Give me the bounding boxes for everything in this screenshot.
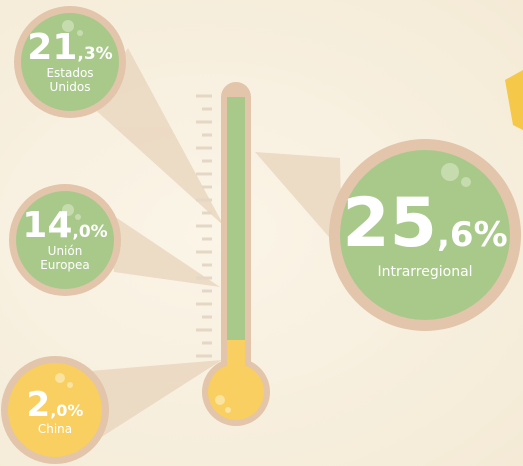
value-fraction: ,0% [50,400,84,420]
ticks [196,94,212,358]
bubble: 2,0% China [9,374,101,450]
value-whole: 21 [27,26,78,68]
value: 21,3% [27,26,113,68]
value: 14,0% [22,204,108,246]
value-whole: 25 [342,183,437,263]
value-whole: 2 [26,384,51,425]
corner-shape [505,70,523,130]
cones [78,48,342,438]
label: Intrarregional [377,263,473,280]
bubbles [1,6,521,464]
value-fraction: ,3% [77,43,113,64]
label: Estados Unidos [46,65,94,94]
value-whole: 14 [22,204,73,246]
label: Unión Europea [40,243,90,272]
value-fraction: ,6% [437,214,508,255]
value: 25,6% [342,189,508,258]
bubble: 14,0% Unión Europea [17,196,113,284]
label: China [37,421,73,436]
bubble: 25,6% Intrarregional [340,180,510,290]
value-fraction: ,0% [72,221,108,242]
thermometer [202,82,270,426]
value: 2,0% [27,388,84,422]
bubble: 21,3% Estados Unidos [22,18,118,106]
